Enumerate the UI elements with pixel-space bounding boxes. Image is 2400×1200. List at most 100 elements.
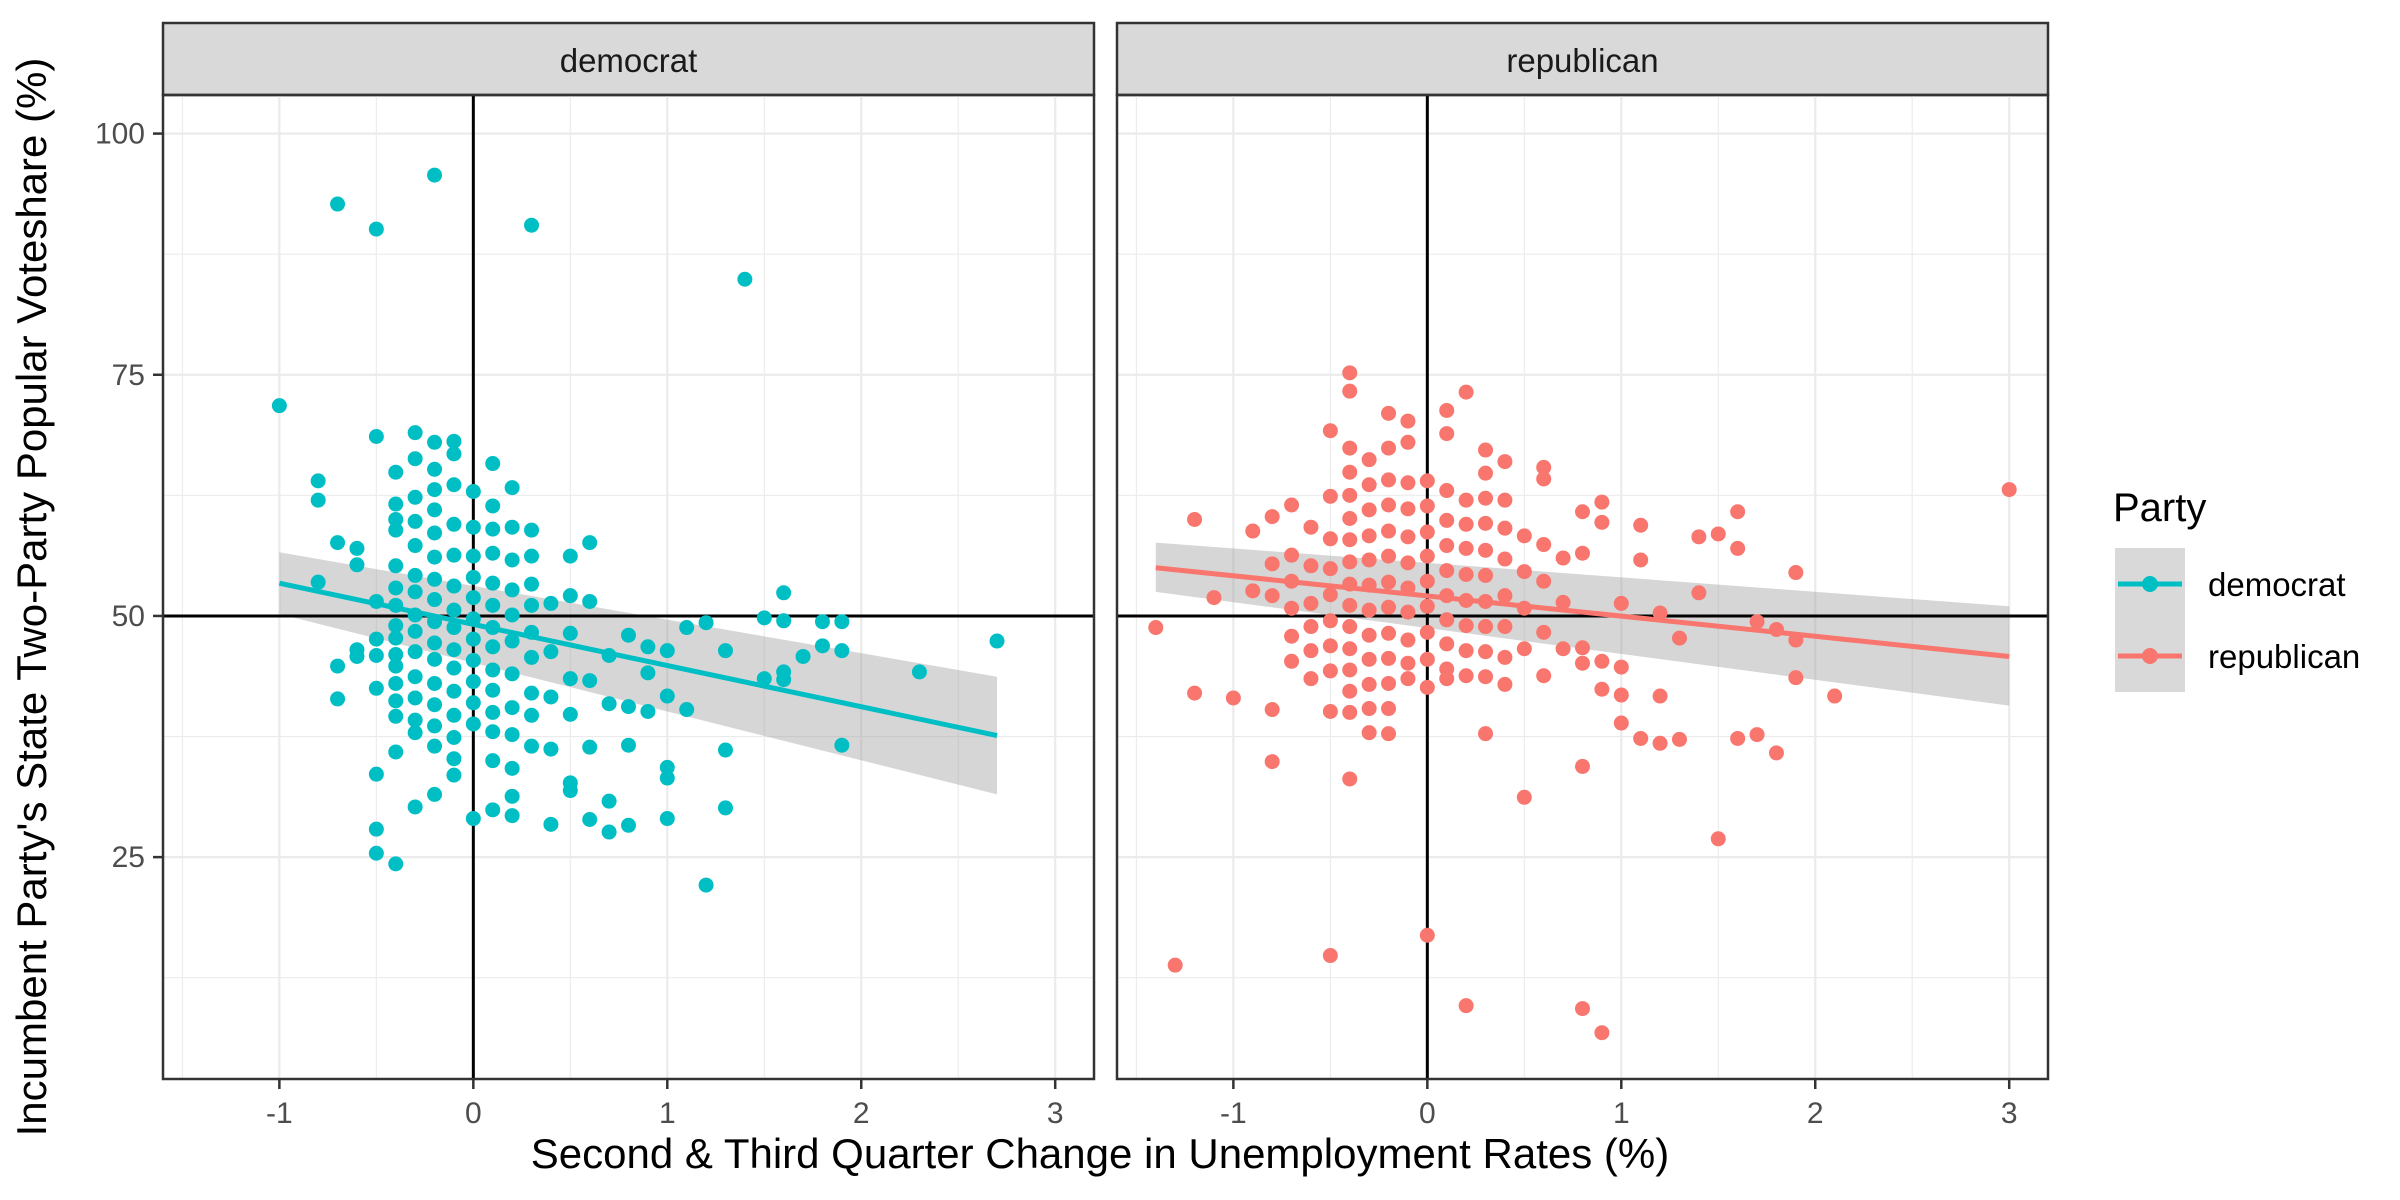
data-point — [1322, 663, 1338, 679]
data-point — [1536, 537, 1552, 553]
legend-key-point-democrat — [2142, 576, 2158, 592]
data-point — [1536, 471, 1552, 487]
data-point — [562, 783, 578, 799]
data-point — [1419, 927, 1435, 943]
data-point — [1749, 727, 1765, 743]
legend-label-democrat: democrat — [2208, 566, 2346, 603]
data-point — [1381, 497, 1397, 513]
data-point — [1575, 640, 1590, 656]
data-point — [1322, 423, 1338, 439]
data-point — [407, 567, 423, 583]
data-point — [776, 613, 792, 629]
data-point — [1497, 454, 1513, 470]
data-point — [1342, 487, 1358, 503]
data-point — [1419, 679, 1435, 695]
data-point — [368, 429, 384, 445]
data-point — [1342, 704, 1358, 720]
data-point — [1284, 497, 1300, 513]
y-tick-label: 100 — [95, 118, 145, 151]
data-point — [1284, 600, 1300, 616]
data-point — [1342, 662, 1358, 678]
data-point — [465, 716, 481, 732]
data-point — [1361, 725, 1377, 741]
data-point — [640, 703, 656, 719]
data-point — [621, 817, 636, 833]
legend-label-republican: republican — [2208, 638, 2360, 675]
data-point — [1264, 556, 1280, 572]
data-point — [1730, 504, 1746, 520]
data-point — [1400, 555, 1416, 571]
data-point — [543, 689, 559, 705]
data-point — [1768, 745, 1784, 761]
data-point — [427, 549, 443, 565]
data-point — [717, 643, 733, 659]
data-point — [407, 725, 423, 741]
data-point — [1536, 668, 1552, 684]
data-point — [1342, 619, 1358, 635]
data-point — [465, 548, 481, 564]
data-point — [446, 602, 462, 618]
data-point — [388, 618, 404, 634]
data-point — [1264, 509, 1280, 525]
data-point — [698, 877, 714, 893]
data-point — [388, 558, 404, 574]
data-point — [1497, 676, 1513, 692]
data-point — [1419, 473, 1435, 489]
trend-line-democrat — [278, 580, 998, 739]
data-point — [485, 724, 501, 740]
data-point — [427, 482, 443, 498]
data-point — [737, 271, 753, 287]
data-point — [388, 522, 404, 538]
data-point — [407, 799, 423, 815]
data-point — [368, 680, 384, 696]
data-point — [485, 498, 501, 514]
data-point — [524, 548, 540, 564]
data-point — [562, 588, 578, 604]
data-point — [368, 221, 384, 237]
data-point — [1342, 532, 1358, 548]
data-point — [524, 217, 540, 233]
data-point — [2001, 482, 2017, 498]
data-point — [504, 760, 520, 776]
data-point — [582, 593, 598, 609]
data-point — [524, 597, 540, 613]
data-point — [407, 623, 423, 639]
data-point — [504, 727, 520, 743]
data-point — [1633, 517, 1649, 533]
data-point — [465, 569, 481, 585]
data-point — [659, 688, 675, 704]
data-point — [1497, 551, 1513, 567]
data-point — [1322, 587, 1338, 603]
data-point — [1322, 638, 1338, 654]
data-point — [465, 519, 481, 535]
data-point — [1478, 465, 1494, 481]
x-tick-label: 2 — [1807, 1097, 1824, 1130]
x-tick-label: 0 — [465, 1097, 482, 1130]
data-point — [1439, 612, 1455, 628]
data-point — [717, 742, 733, 758]
data-point — [621, 627, 636, 643]
data-point — [543, 741, 559, 757]
data-point — [504, 480, 520, 496]
data-point — [621, 699, 636, 715]
data-point — [834, 614, 850, 630]
data-point — [1381, 701, 1397, 717]
data-point — [427, 635, 443, 651]
data-point — [504, 633, 520, 649]
data-point — [1361, 676, 1377, 692]
data-point — [1361, 602, 1377, 618]
data-point — [1400, 671, 1416, 687]
data-point — [756, 671, 772, 687]
data-point — [1342, 554, 1358, 570]
x-tick-label: -1 — [266, 1097, 293, 1130]
trend-line-republican — [1155, 565, 2010, 659]
data-point — [1633, 730, 1649, 746]
data-point — [1264, 588, 1280, 604]
data-point — [1400, 434, 1416, 450]
data-point — [1691, 529, 1707, 545]
data-point — [485, 662, 501, 678]
data-point — [1439, 538, 1455, 554]
data-point — [427, 738, 443, 754]
data-point — [1439, 671, 1455, 687]
data-point — [524, 685, 540, 701]
